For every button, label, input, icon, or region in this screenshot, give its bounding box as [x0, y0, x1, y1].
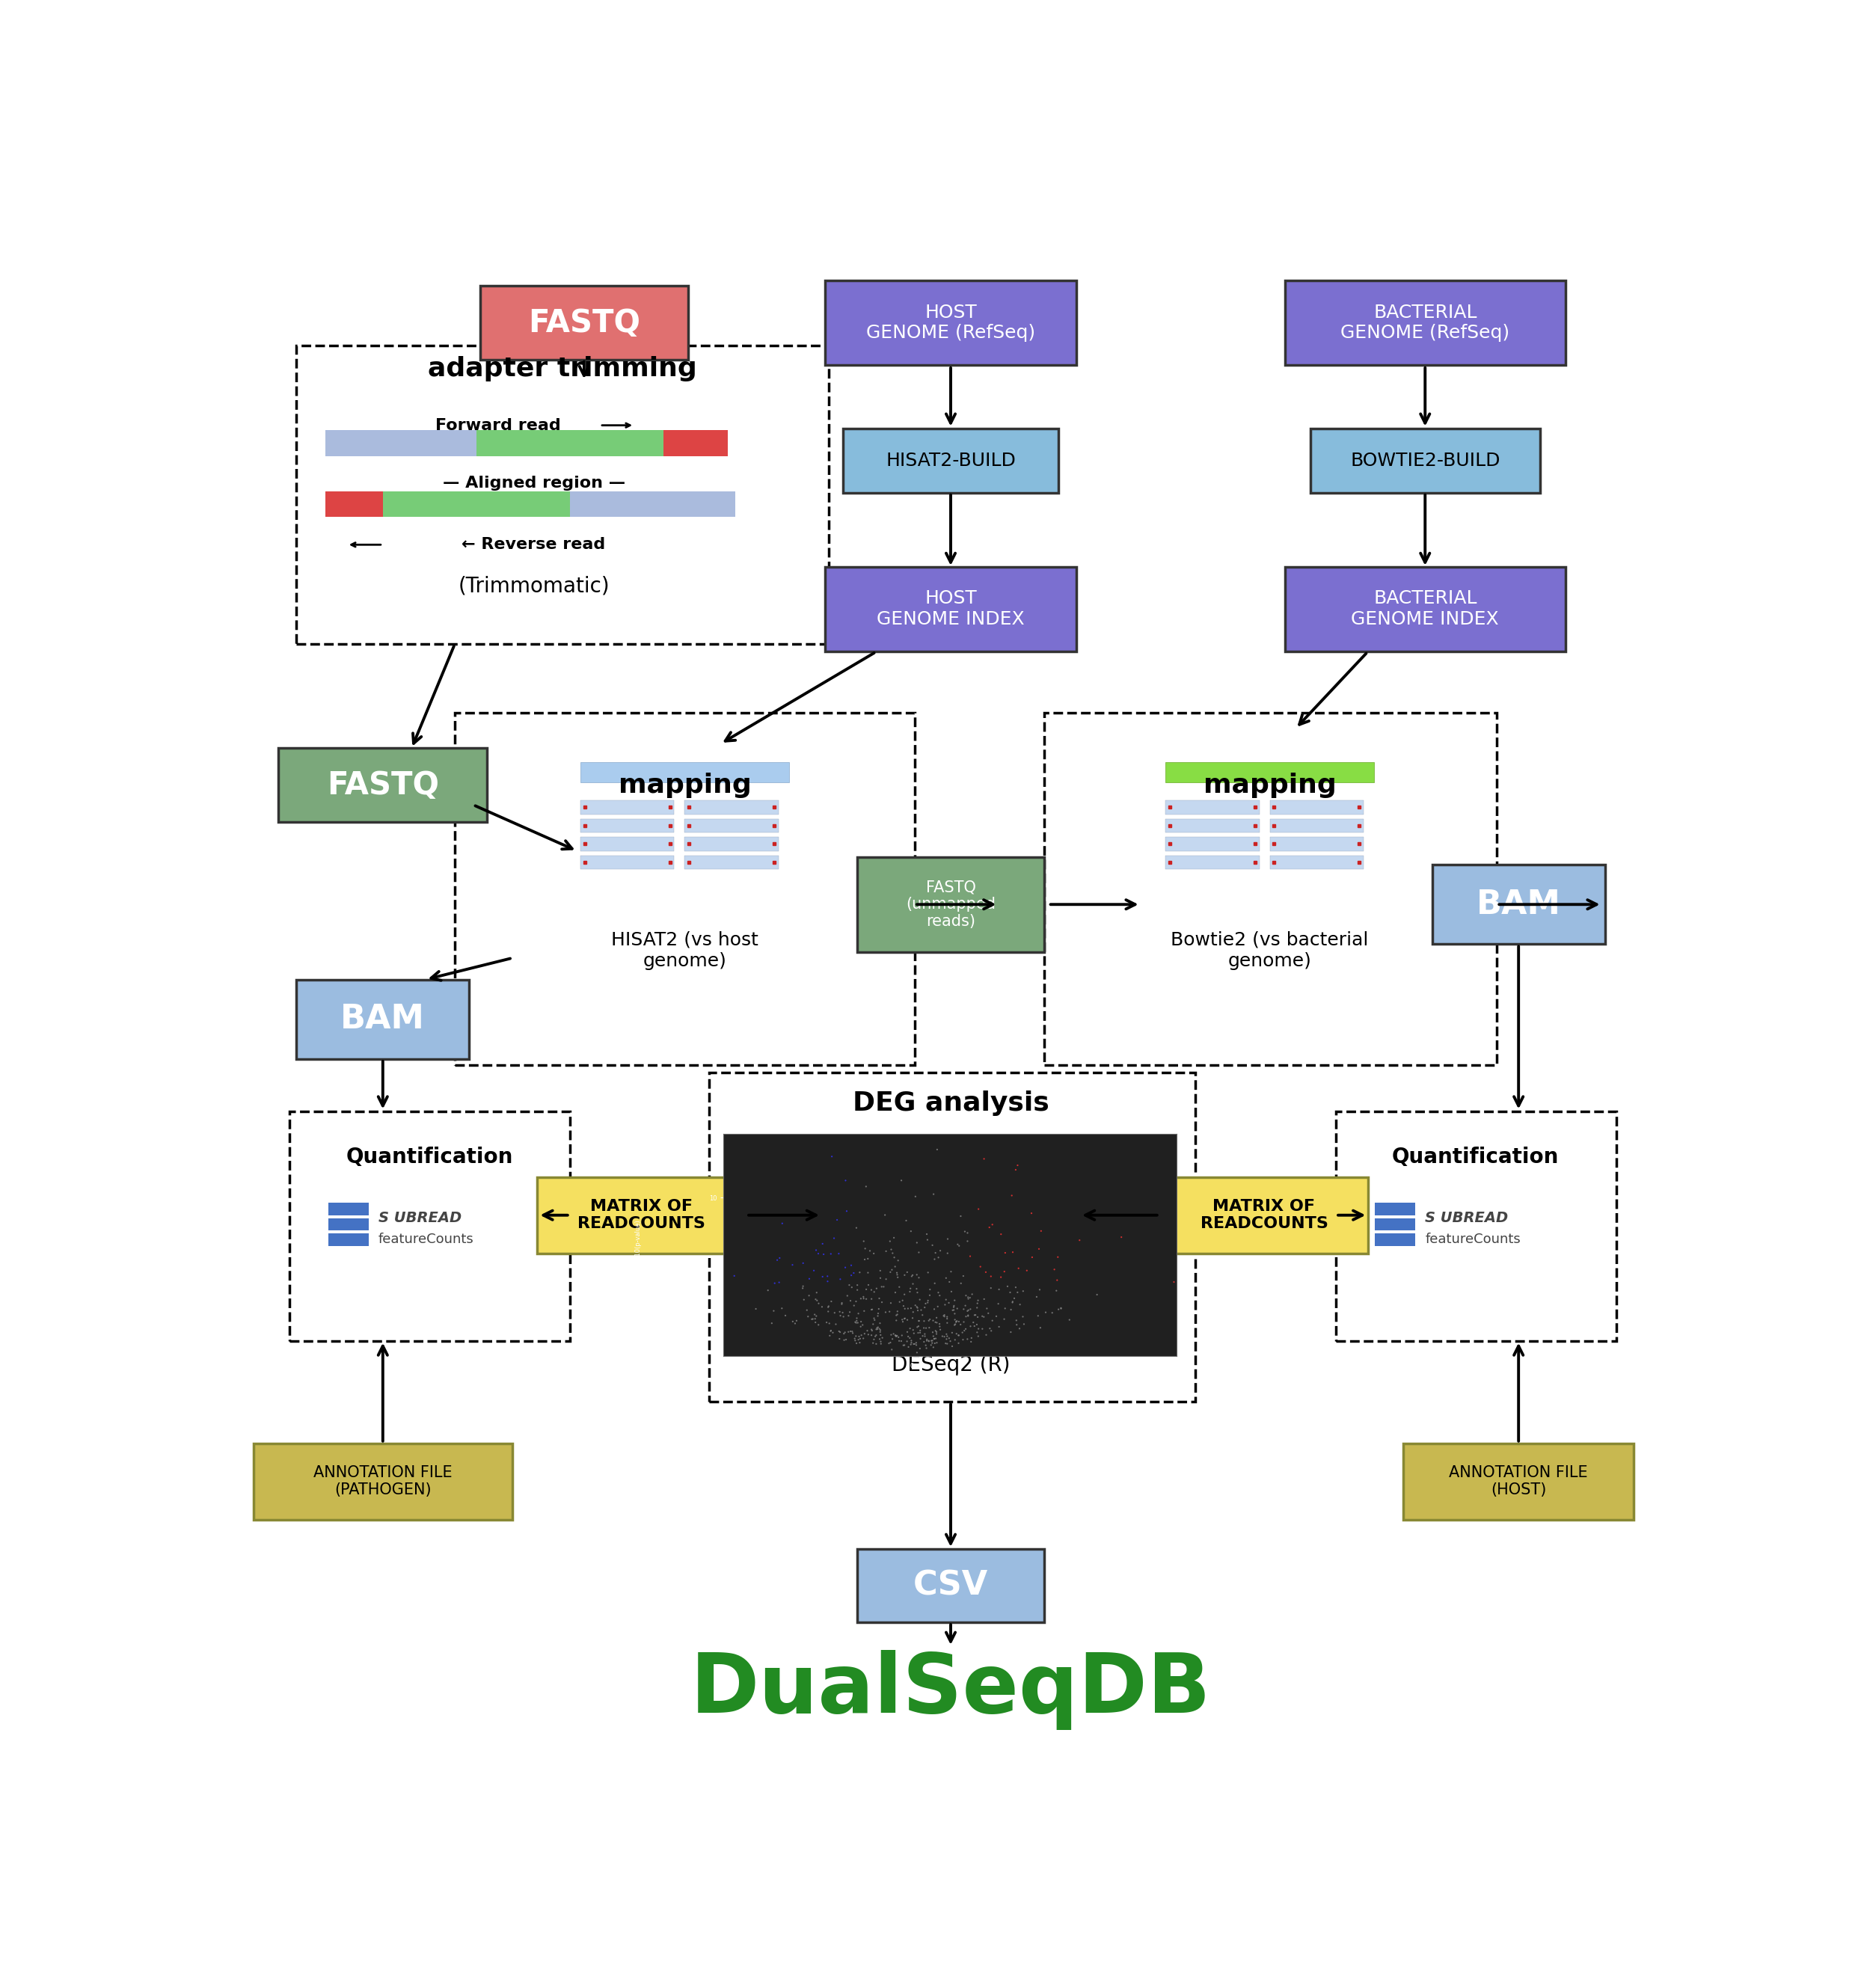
Bar — [1375, 1219, 1415, 1231]
Bar — [1165, 837, 1260, 851]
Bar — [1271, 837, 1363, 851]
Bar — [664, 429, 727, 455]
Bar — [1286, 280, 1566, 366]
Bar — [581, 855, 675, 869]
Bar — [581, 761, 788, 781]
Bar — [477, 429, 664, 455]
Bar — [581, 819, 675, 833]
Bar — [1404, 1443, 1634, 1519]
Text: S UBREAD: S UBREAD — [1425, 1211, 1508, 1225]
Bar — [325, 429, 477, 455]
Bar — [684, 819, 779, 833]
Bar — [581, 801, 675, 815]
Bar — [328, 1233, 369, 1246]
Text: ANNOTATION FILE
(HOST): ANNOTATION FILE (HOST) — [1449, 1465, 1588, 1497]
Text: MATRIX OF
READCOUNTS: MATRIX OF READCOUNTS — [1200, 1199, 1328, 1231]
Bar — [1286, 567, 1566, 652]
Bar — [297, 346, 829, 644]
Bar — [1044, 714, 1497, 1066]
Text: FASTQ: FASTQ — [529, 306, 640, 338]
Text: MATRIX OF
READCOUNTS: MATRIX OF READCOUNTS — [577, 1199, 705, 1231]
Bar — [684, 801, 779, 815]
Text: S UBREAD: S UBREAD — [378, 1211, 462, 1225]
Bar — [1159, 1177, 1369, 1254]
Bar — [480, 286, 688, 360]
Bar — [1165, 855, 1260, 869]
Bar — [1165, 819, 1260, 833]
Bar — [569, 491, 735, 517]
Text: BAM: BAM — [341, 1004, 425, 1036]
Bar — [857, 857, 1044, 952]
Bar — [1271, 819, 1363, 833]
Text: FASTQ: FASTQ — [326, 769, 440, 801]
Bar — [278, 747, 488, 821]
Text: — Aligned region —: — Aligned region — — [443, 475, 625, 491]
Text: ← Reverse read: ← Reverse read — [462, 537, 607, 553]
Bar — [1165, 761, 1375, 781]
Bar — [1375, 1233, 1415, 1246]
Bar — [825, 567, 1076, 652]
Text: CSV: CSV — [913, 1571, 989, 1602]
Text: mapping: mapping — [618, 771, 751, 797]
Bar — [1165, 801, 1260, 815]
Text: BACTERIAL
GENOME (RefSeq): BACTERIAL GENOME (RefSeq) — [1341, 304, 1510, 342]
Bar — [581, 837, 675, 851]
Bar — [382, 491, 569, 517]
Bar — [325, 491, 382, 517]
Bar — [454, 714, 915, 1066]
Bar — [1271, 801, 1363, 815]
Text: Quantification: Quantification — [347, 1147, 514, 1167]
Bar — [538, 1177, 746, 1254]
Text: HISAT2-BUILD: HISAT2-BUILD — [885, 451, 1017, 469]
Bar — [1271, 855, 1363, 869]
Bar — [289, 1111, 569, 1340]
Text: mapping: mapping — [1204, 771, 1336, 797]
Bar — [684, 837, 779, 851]
Text: FASTQ
(unmapped
reads): FASTQ (unmapped reads) — [905, 879, 996, 928]
Bar — [842, 427, 1059, 493]
Bar — [254, 1443, 512, 1519]
Bar — [1310, 427, 1540, 493]
Bar — [825, 280, 1076, 366]
Text: DEG analysis: DEG analysis — [853, 1091, 1048, 1115]
Bar — [684, 855, 779, 869]
Text: ANNOTATION FILE
(PATHOGEN): ANNOTATION FILE (PATHOGEN) — [313, 1465, 453, 1497]
Text: BAM: BAM — [1477, 889, 1560, 920]
Text: Bowtie2 (vs bacterial
genome): Bowtie2 (vs bacterial genome) — [1171, 930, 1369, 970]
Text: HISAT2 (vs host
genome): HISAT2 (vs host genome) — [610, 930, 759, 970]
Text: Quantification: Quantification — [1391, 1147, 1558, 1167]
Bar — [328, 1219, 369, 1231]
Text: BACTERIAL
GENOME INDEX: BACTERIAL GENOME INDEX — [1350, 590, 1499, 628]
Text: BOWTIE2-BUILD: BOWTIE2-BUILD — [1350, 451, 1501, 469]
Text: Forward read: Forward read — [436, 417, 560, 433]
Bar — [1375, 1203, 1415, 1215]
Text: (Trimmomatic): (Trimmomatic) — [458, 577, 610, 596]
Bar — [857, 1549, 1044, 1622]
Text: featureCounts: featureCounts — [1425, 1233, 1521, 1246]
Text: adapter trimming: adapter trimming — [429, 356, 697, 382]
Bar — [1432, 865, 1605, 944]
Text: featureCounts: featureCounts — [378, 1233, 475, 1246]
Bar — [297, 980, 469, 1060]
Text: DualSeqDB: DualSeqDB — [690, 1650, 1211, 1730]
Bar — [1336, 1111, 1616, 1340]
Text: HOST
GENOME (RefSeq): HOST GENOME (RefSeq) — [866, 304, 1035, 342]
Bar — [328, 1203, 369, 1215]
Text: HOST
GENOME INDEX: HOST GENOME INDEX — [877, 590, 1024, 628]
Bar — [709, 1074, 1195, 1402]
Text: DESeq2 (R): DESeq2 (R) — [892, 1354, 1009, 1376]
